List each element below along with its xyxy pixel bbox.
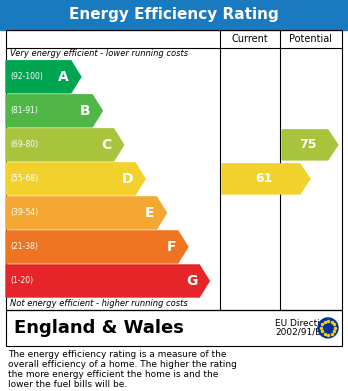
Text: F: F <box>166 240 176 254</box>
Text: D: D <box>121 172 133 186</box>
Text: (1-20): (1-20) <box>10 276 33 285</box>
Text: overall efficiency of a home. The higher the rating: overall efficiency of a home. The higher… <box>8 360 237 369</box>
Polygon shape <box>6 231 188 263</box>
Polygon shape <box>6 163 145 195</box>
Polygon shape <box>6 61 81 93</box>
Text: Very energy efficient - lower running costs: Very energy efficient - lower running co… <box>10 49 188 58</box>
Text: C: C <box>102 138 112 152</box>
Text: B: B <box>80 104 90 118</box>
Text: (55-68): (55-68) <box>10 174 38 183</box>
Circle shape <box>318 318 338 338</box>
Text: (81-91): (81-91) <box>10 106 38 115</box>
Polygon shape <box>6 265 209 297</box>
Text: 75: 75 <box>299 138 317 151</box>
Text: lower the fuel bills will be.: lower the fuel bills will be. <box>8 380 127 389</box>
Text: the more energy efficient the home is and the: the more energy efficient the home is an… <box>8 370 219 379</box>
Text: Energy Efficiency Rating: Energy Efficiency Rating <box>69 7 279 22</box>
Text: EU Directive: EU Directive <box>275 319 331 328</box>
Polygon shape <box>6 129 124 161</box>
Text: Not energy efficient - higher running costs: Not energy efficient - higher running co… <box>10 300 188 308</box>
Text: E: E <box>145 206 155 220</box>
Text: (92-100): (92-100) <box>10 72 43 81</box>
Text: (21-38): (21-38) <box>10 242 38 251</box>
Text: A: A <box>58 70 69 84</box>
Text: G: G <box>186 274 197 288</box>
Text: 61: 61 <box>255 172 272 185</box>
Text: The energy efficiency rating is a measure of the: The energy efficiency rating is a measur… <box>8 350 227 359</box>
Polygon shape <box>6 197 166 229</box>
Bar <box>0 0 348 30</box>
Text: (69-80): (69-80) <box>10 140 38 149</box>
Text: (39-54): (39-54) <box>10 208 38 217</box>
Bar <box>6 30 342 310</box>
Bar <box>6 310 342 346</box>
Text: England & Wales: England & Wales <box>14 319 184 337</box>
Polygon shape <box>6 95 102 127</box>
Text: 2002/91/EC: 2002/91/EC <box>275 327 327 336</box>
Text: Current: Current <box>232 34 268 44</box>
Polygon shape <box>282 130 338 160</box>
Text: Potential: Potential <box>290 34 332 44</box>
Polygon shape <box>222 164 310 194</box>
